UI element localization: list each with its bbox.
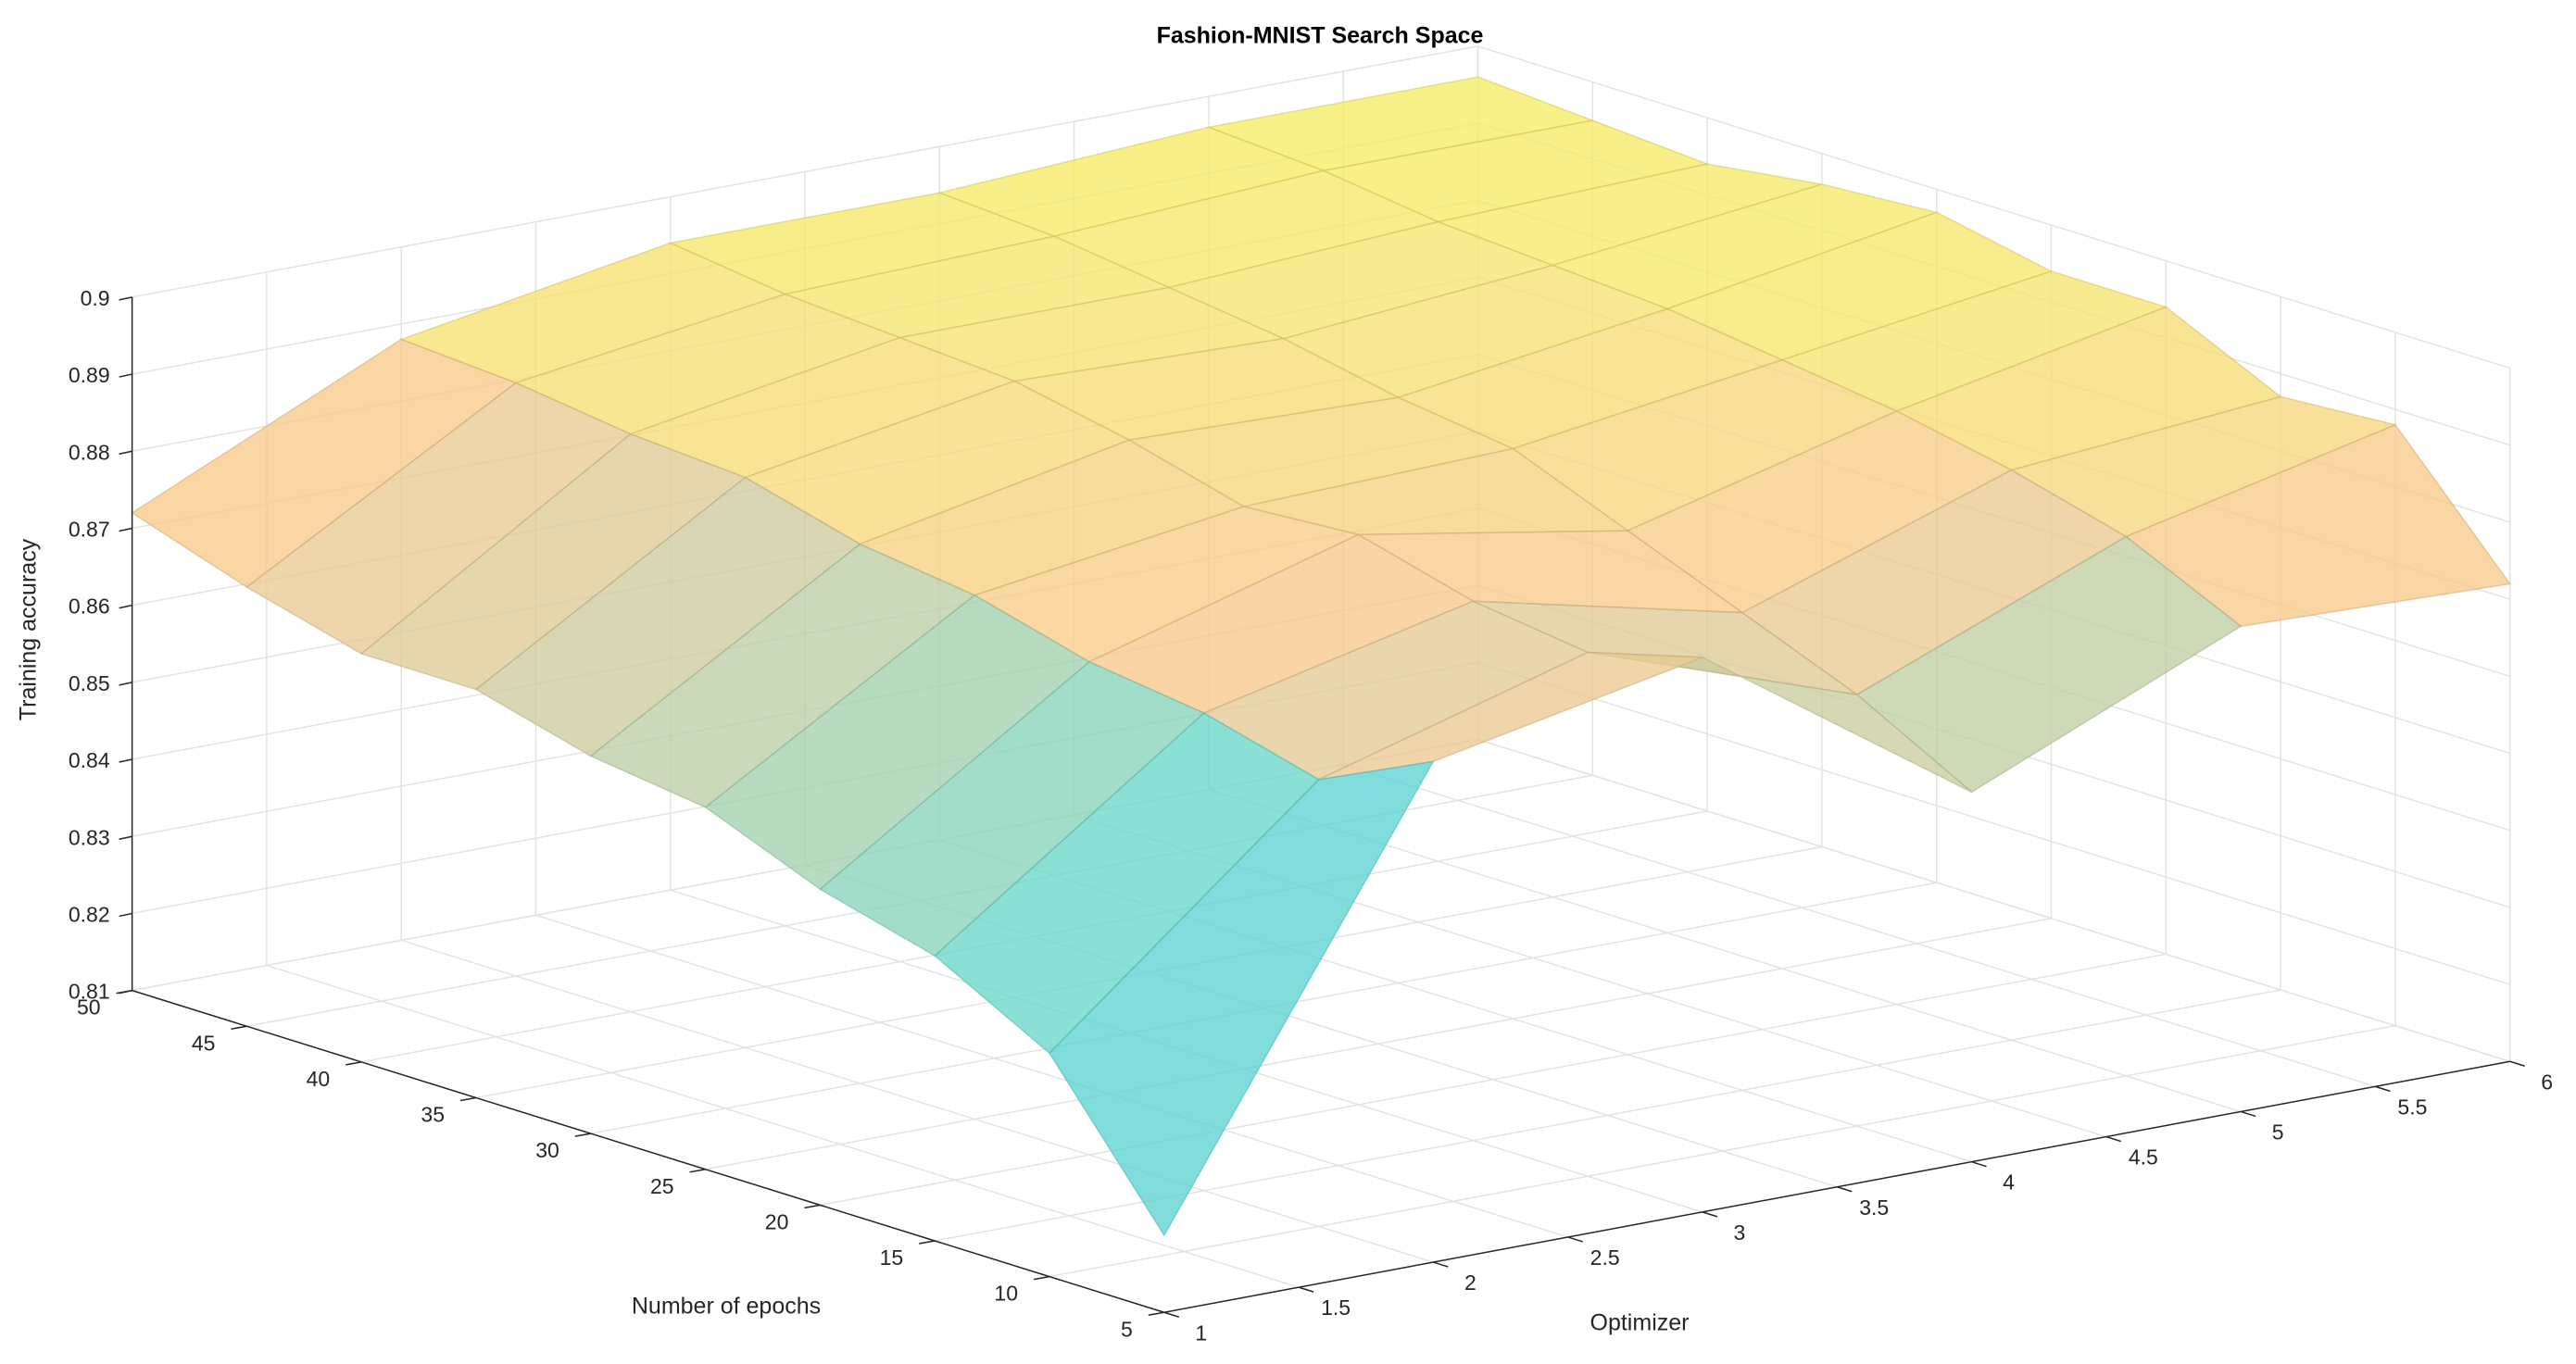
y-tick xyxy=(804,1204,821,1209)
y-tick xyxy=(919,1240,936,1245)
z-tick-label: 0.89 xyxy=(69,363,110,387)
y-grid-line xyxy=(1049,1024,2396,1278)
chart-title: Fashion-MNIST Search Space xyxy=(1157,23,1484,49)
x-tick xyxy=(2240,1110,2256,1118)
x-tick-label: 4.5 xyxy=(2129,1145,2158,1170)
z-tick xyxy=(119,682,132,686)
z-tick xyxy=(119,296,132,301)
z-tick-label: 0.82 xyxy=(69,903,110,927)
x-grid-line xyxy=(1342,764,2376,1088)
z-tick xyxy=(119,758,132,763)
y-tick-label: 5 xyxy=(1121,1317,1133,1341)
y-axis-line xyxy=(132,989,1165,1313)
y-grid-line xyxy=(820,953,2167,1207)
surface-patch xyxy=(1049,760,1435,1237)
y-tick xyxy=(346,1061,362,1066)
x-tick xyxy=(1163,1311,1180,1318)
y-tick-label: 15 xyxy=(880,1245,904,1270)
z-tick xyxy=(119,527,132,532)
x-tick xyxy=(1702,1211,1718,1218)
y-tick-label: 10 xyxy=(994,1282,1018,1306)
y-tick-label: 35 xyxy=(421,1103,445,1127)
y-tick xyxy=(116,989,132,995)
z-tick-label: 0.88 xyxy=(69,440,110,464)
x-tick xyxy=(1971,1160,1987,1168)
x-tick-label: 5.5 xyxy=(2397,1095,2427,1119)
y-tick-label: 40 xyxy=(307,1067,331,1091)
x-tick-label: 2 xyxy=(1464,1270,1476,1295)
z-tick-label: 0.86 xyxy=(69,594,110,619)
y-tick-label: 30 xyxy=(535,1138,559,1162)
z-tick-label: 0.84 xyxy=(69,748,110,772)
z-tick-label: 0.81 xyxy=(69,980,110,1004)
y-tick-label: 45 xyxy=(192,1031,216,1055)
x-tick-label: 1 xyxy=(1195,1320,1207,1345)
z-tick xyxy=(119,835,132,840)
x-axis-title: Optimizer xyxy=(1590,1310,1690,1336)
y-grid-line xyxy=(705,918,2052,1170)
x-tick xyxy=(2375,1085,2391,1093)
x-tick xyxy=(2509,1060,2525,1067)
y-tick-label: 50 xyxy=(77,995,101,1020)
surface xyxy=(131,76,2512,1237)
y-axis-title: Number of epochs xyxy=(632,1294,821,1320)
axes: 0.81 0.82 0.83 0.84 0.85 0.86 0.87 0.88 0.89 0.9 1… xyxy=(69,286,2553,1345)
y-tick-label: 20 xyxy=(765,1209,789,1233)
z-tick-label: 0.85 xyxy=(69,671,110,695)
z-grid-line xyxy=(1477,45,2510,369)
x-tick-label: 1.5 xyxy=(1321,1295,1351,1320)
z-axis-title: Training accuracy xyxy=(16,538,42,720)
x-tick-label: 3.5 xyxy=(1859,1195,1889,1220)
y-tick-label: 25 xyxy=(650,1174,674,1198)
y-tick xyxy=(231,1025,247,1030)
x-tick xyxy=(1433,1261,1449,1268)
x-tick-label: 3 xyxy=(1734,1220,1746,1245)
x-grid-line xyxy=(535,914,1568,1238)
x-tick xyxy=(1567,1236,1583,1243)
y-tick xyxy=(1033,1275,1050,1281)
y-tick xyxy=(689,1169,706,1173)
z-tick-label: 0.83 xyxy=(69,825,110,849)
z-tick xyxy=(119,912,132,918)
x-tick-label: 5 xyxy=(2272,1120,2284,1145)
x-tick xyxy=(1298,1286,1314,1293)
y-tick xyxy=(1148,1311,1164,1316)
y-tick xyxy=(459,1096,477,1102)
x-axis-line xyxy=(1163,1060,2510,1313)
x-grid-line xyxy=(266,964,1300,1288)
z-tick-label: 0.87 xyxy=(69,518,110,542)
x-grid-line xyxy=(1477,738,2510,1062)
x-tick-label: 4 xyxy=(2003,1170,2015,1195)
x-grid-line xyxy=(400,939,1434,1263)
z-tick-label: 0.9 xyxy=(81,286,110,310)
z-tick xyxy=(119,373,132,378)
y-tick xyxy=(574,1132,591,1137)
z-grid-line xyxy=(1477,661,2510,985)
z-tick xyxy=(119,450,132,456)
x-tick-label: 2.5 xyxy=(1590,1245,1620,1270)
x-tick xyxy=(2105,1135,2122,1143)
x-tick-label: 6 xyxy=(2541,1070,2553,1094)
z-tick xyxy=(119,604,132,609)
x-tick xyxy=(1837,1186,1853,1193)
